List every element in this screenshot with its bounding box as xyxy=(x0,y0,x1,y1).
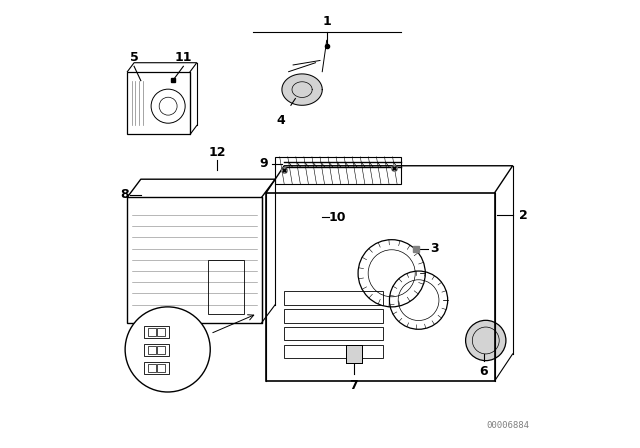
Bar xyxy=(346,345,362,363)
Text: 4: 4 xyxy=(276,114,285,127)
Text: 3: 3 xyxy=(430,242,438,255)
Text: 2: 2 xyxy=(520,208,528,222)
Text: 11: 11 xyxy=(175,51,192,64)
Bar xyxy=(145,326,169,338)
Circle shape xyxy=(125,307,210,392)
Bar xyxy=(284,291,383,305)
Bar xyxy=(127,197,262,323)
Text: 8: 8 xyxy=(121,188,129,202)
Bar xyxy=(148,328,156,336)
Bar xyxy=(157,328,166,336)
Text: 7: 7 xyxy=(349,379,358,392)
Bar xyxy=(127,72,190,134)
Bar xyxy=(266,193,495,381)
Bar xyxy=(275,157,401,184)
Polygon shape xyxy=(282,74,323,105)
Bar xyxy=(157,346,166,354)
Bar xyxy=(284,327,383,340)
Bar xyxy=(148,364,156,372)
Bar xyxy=(157,364,166,372)
Text: 9: 9 xyxy=(260,157,268,170)
Circle shape xyxy=(466,320,506,361)
Bar xyxy=(284,309,383,323)
Bar xyxy=(346,345,362,363)
Text: 5: 5 xyxy=(130,51,138,64)
Text: 1: 1 xyxy=(323,15,331,28)
Bar xyxy=(145,344,169,356)
Text: 6: 6 xyxy=(479,365,488,378)
Bar xyxy=(145,362,169,374)
Bar xyxy=(208,260,244,314)
Text: 00006884: 00006884 xyxy=(486,421,530,430)
Text: 12: 12 xyxy=(208,146,226,159)
Bar xyxy=(284,345,383,358)
Bar xyxy=(148,346,156,354)
Text: 10: 10 xyxy=(329,211,346,224)
